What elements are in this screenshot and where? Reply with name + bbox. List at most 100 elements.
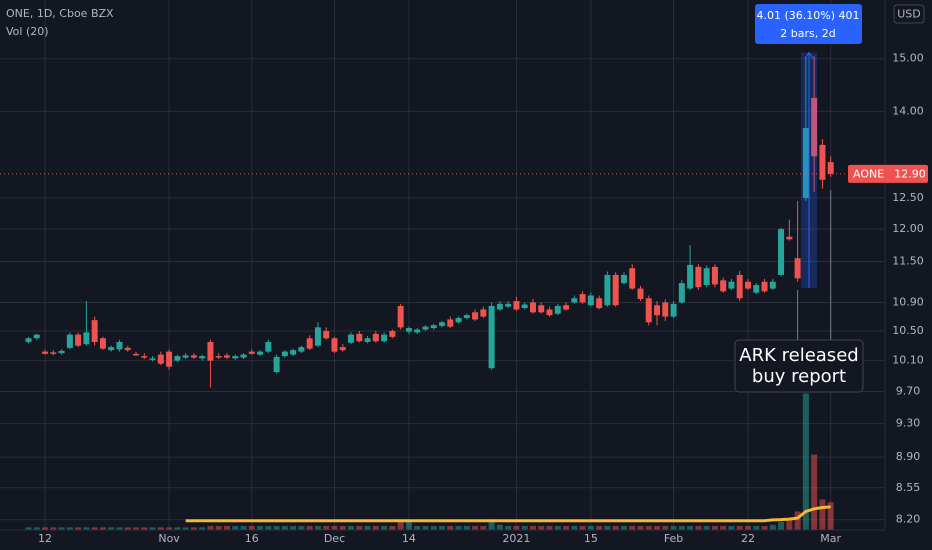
volume-bar bbox=[769, 524, 776, 530]
candle-body bbox=[422, 326, 429, 330]
volume-bar bbox=[505, 526, 512, 530]
candle-body bbox=[472, 312, 479, 320]
y-tick-label: 8.20 bbox=[896, 513, 921, 526]
volume-bar bbox=[546, 526, 553, 530]
candle-body bbox=[389, 330, 396, 337]
candle-body bbox=[372, 333, 379, 342]
candle-body bbox=[356, 333, 363, 342]
volume-bar bbox=[587, 526, 594, 530]
volume-bar bbox=[711, 526, 718, 530]
volume-bar bbox=[157, 527, 164, 530]
volume-bar bbox=[298, 526, 305, 530]
candle-body bbox=[620, 274, 627, 284]
volume-bar bbox=[827, 502, 834, 530]
volume-bar bbox=[397, 519, 404, 530]
volume-bar bbox=[802, 393, 809, 530]
candle-body bbox=[587, 295, 594, 306]
candle-body bbox=[306, 338, 313, 349]
volume-bar bbox=[50, 527, 57, 530]
candle-body bbox=[298, 347, 305, 352]
candle-body bbox=[496, 303, 503, 310]
candle-body bbox=[364, 338, 371, 342]
measure-label: 4.01 (36.10%) 401 bbox=[756, 9, 859, 22]
volume-bar bbox=[744, 526, 751, 530]
volume-bar bbox=[108, 527, 115, 530]
volume-bar bbox=[720, 526, 727, 530]
y-tick-label: 12.50 bbox=[892, 191, 924, 204]
y-tick-label: 11.50 bbox=[892, 255, 924, 268]
candle-body bbox=[521, 304, 528, 309]
symbol-tag: AONE bbox=[853, 167, 884, 180]
candle-body bbox=[802, 127, 809, 198]
grid bbox=[0, 0, 885, 530]
y-tick-label: 9.30 bbox=[896, 417, 921, 430]
y-tick-label: 10.50 bbox=[892, 324, 924, 337]
candle-body bbox=[529, 302, 536, 313]
annotation-text: ARK released bbox=[739, 345, 858, 366]
candle-body bbox=[91, 320, 98, 342]
x-tick-label: 14 bbox=[402, 532, 416, 545]
candle-body bbox=[579, 294, 586, 303]
candle-body bbox=[314, 327, 321, 346]
candle-body bbox=[744, 281, 751, 289]
volume-bar bbox=[794, 511, 801, 530]
volume-bar bbox=[83, 527, 90, 530]
volume-bar bbox=[306, 526, 313, 530]
candle-body bbox=[687, 264, 694, 289]
candle-body bbox=[331, 338, 338, 352]
candle-body bbox=[563, 305, 570, 310]
candle-body bbox=[174, 356, 181, 361]
volume-bar bbox=[637, 526, 644, 530]
volume-bar bbox=[348, 526, 355, 530]
candle-body bbox=[133, 353, 140, 356]
volume-bar bbox=[199, 527, 206, 530]
candle-body bbox=[182, 355, 189, 358]
candle-body bbox=[381, 334, 388, 342]
measure-tooltip bbox=[755, 4, 862, 44]
volume-bar bbox=[58, 527, 65, 530]
annotation-text: buy report bbox=[752, 366, 846, 387]
volume-bar bbox=[405, 522, 412, 530]
volume-bar bbox=[687, 526, 694, 530]
volume-bar bbox=[75, 527, 82, 530]
overlay-layer: 4.01 (36.10%) 401 2 bars, 2d AONE 12.90 ARK … bbox=[0, 4, 928, 393]
candle-body bbox=[240, 354, 247, 358]
candle-body bbox=[157, 354, 164, 364]
volume-bar bbox=[422, 526, 429, 530]
candle-body bbox=[811, 97, 818, 157]
volume-bar bbox=[579, 526, 586, 530]
volume-layer bbox=[25, 393, 834, 530]
volume-bar bbox=[463, 526, 470, 530]
candle-body bbox=[695, 266, 702, 288]
candle-body bbox=[215, 356, 222, 358]
currency[interactable]: USD bbox=[897, 8, 921, 21]
volume-bar bbox=[91, 527, 98, 530]
volume-bar bbox=[141, 527, 148, 530]
candle-body bbox=[223, 355, 230, 358]
candle-body bbox=[554, 305, 561, 314]
candle-body bbox=[678, 283, 685, 303]
candle-body bbox=[25, 338, 32, 342]
x-tick-label: Dec bbox=[324, 532, 345, 545]
candle-body bbox=[728, 281, 735, 289]
volume-bar bbox=[166, 527, 173, 530]
candle-body bbox=[596, 298, 603, 309]
volume-bar bbox=[389, 526, 396, 530]
last-price-label: 12.90 bbox=[894, 167, 926, 180]
currency-box[interactable] bbox=[893, 4, 925, 24]
volume-bar bbox=[761, 526, 768, 530]
candle-body bbox=[505, 303, 512, 307]
volume-bar bbox=[695, 526, 702, 530]
candle-body bbox=[273, 356, 280, 373]
volume-bar bbox=[472, 526, 479, 530]
volume-bar bbox=[604, 526, 611, 530]
candle-body bbox=[339, 347, 346, 351]
volume-bar bbox=[248, 526, 255, 530]
x-tick-label: Mar bbox=[820, 532, 841, 545]
candle-body bbox=[794, 258, 801, 279]
candle-body bbox=[141, 356, 148, 358]
candle-body bbox=[232, 356, 239, 359]
volume-bar bbox=[670, 526, 677, 530]
candle-body bbox=[538, 305, 545, 313]
